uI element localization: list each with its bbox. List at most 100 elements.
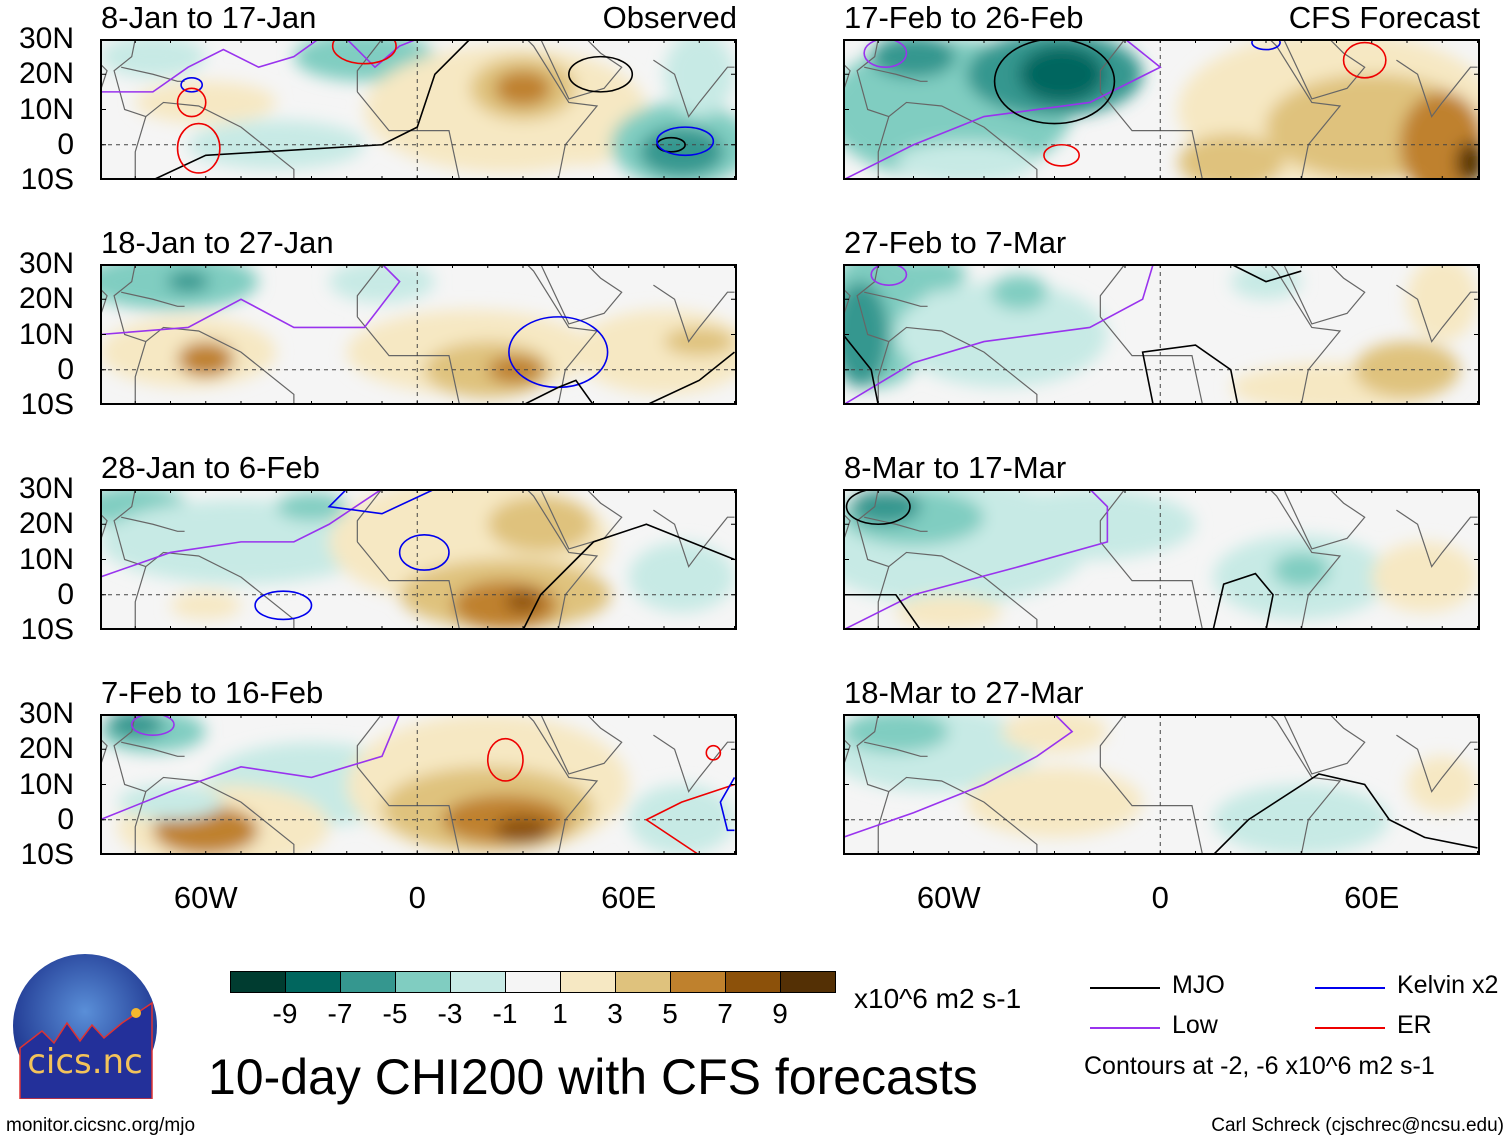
anomaly-region [107, 714, 164, 739]
legend-line-er [1315, 1027, 1385, 1029]
lat-tick-label: 30N [18, 22, 74, 55]
colorbar-swatch [285, 971, 341, 993]
coastline [540, 39, 623, 100]
contour-low [100, 714, 401, 821]
lat-tick-label: 30N [18, 697, 74, 730]
contour-er [176, 122, 221, 174]
lat-tick-label: 10S [20, 613, 74, 646]
anomaly-region [895, 141, 1037, 180]
colorbar-label: -9 [272, 998, 298, 1029]
contour-mjo [1230, 264, 1302, 283]
contour-mjo [522, 379, 595, 405]
anomaly-region [664, 327, 735, 356]
coastline [1396, 59, 1478, 118]
cics-logo: cics.nc [12, 953, 158, 1100]
lat-tick-label: 10N [18, 317, 74, 351]
colorbar-label: -1 [492, 998, 518, 1029]
anomaly-region [329, 264, 435, 303]
contour-mjo [843, 593, 922, 630]
coastline [864, 516, 928, 532]
anomaly-region [487, 496, 594, 553]
coastline [540, 714, 623, 775]
colorbar-swatch [670, 971, 726, 993]
anomaly-region [1273, 552, 1330, 588]
source-url: monitor.cicsnc.org/mjo [6, 1115, 196, 1136]
anomaly-region [117, 784, 224, 820]
contour-note: Contours at -2, -6 x10^6 m2 s-1 [1084, 1052, 1435, 1080]
coastline [1396, 734, 1478, 793]
panel-title: 7-Feb to 16-Feb [101, 675, 324, 710]
colorbar-label: -5 [382, 998, 408, 1029]
colorbar-swatch [780, 971, 836, 993]
colorbar-swatch [560, 971, 616, 993]
coastline [653, 734, 735, 793]
anomaly-region [177, 341, 234, 377]
legend-line-kelvin [1315, 987, 1385, 989]
lat-tick-label: 20N [18, 282, 74, 316]
panel-title: 18-Mar to 27-Mar [844, 675, 1084, 710]
lat-tick-label: 0 [57, 802, 74, 836]
anomaly-region [628, 784, 735, 855]
coastline [877, 101, 1038, 180]
map-panel [100, 489, 737, 630]
lon-tick-label: 0 [1151, 880, 1169, 915]
colorbar-swatch [615, 971, 671, 993]
contour-kelvin [1251, 39, 1281, 51]
coastline [1283, 714, 1366, 775]
lon-tick-label: 60W [916, 880, 981, 915]
coastline [1099, 714, 1342, 855]
panel-title: 27-Feb to 7-Mar [844, 225, 1067, 260]
colorbar-swatch [230, 971, 286, 993]
contour-er [1342, 41, 1387, 79]
coastline [877, 776, 1038, 855]
contour-low [130, 714, 175, 736]
contour-kelvin [327, 489, 436, 515]
contour-low [870, 264, 908, 286]
colorbar-swatch [340, 971, 396, 993]
map-panel [100, 39, 737, 180]
lat-tick-label: 10S [20, 388, 74, 421]
anomaly-region [991, 274, 1048, 310]
anomaly-region [1407, 756, 1478, 813]
lat-tick-label: 20N [18, 57, 74, 91]
map-panel [843, 714, 1480, 855]
contour-mjo [522, 523, 735, 630]
contour-er [1043, 143, 1080, 167]
contour-low [863, 39, 908, 68]
legend-label: ER [1397, 1011, 1432, 1039]
coastline [1099, 489, 1342, 630]
contour-kelvin [254, 590, 313, 621]
lat-tick-label: 10N [18, 542, 74, 576]
anomaly-region [895, 264, 967, 293]
contour-low [843, 39, 1162, 180]
colorbar-swatch [725, 971, 781, 993]
anomaly-region [276, 492, 347, 521]
coastline [877, 326, 1038, 405]
lat-tick-label: 10S [20, 163, 74, 196]
contour-mjo [993, 39, 1116, 125]
coastline [1396, 284, 1478, 343]
anomaly-region [1001, 714, 1108, 753]
contour-mjo [646, 351, 735, 405]
colorbar-swatch [395, 971, 451, 993]
author-credit: Carl Schreck (cjschrec@ncsu.edu) [1211, 1115, 1504, 1136]
panel-source-label: Observed [602, 0, 737, 35]
panel-title: 8-Jan to 17-Jan [101, 0, 317, 35]
anomaly-region [843, 281, 889, 388]
contour-er [705, 744, 722, 761]
coastline [1099, 39, 1342, 180]
contour-mjo [1212, 773, 1478, 855]
coastline [653, 59, 735, 118]
anomaly-region [895, 281, 1108, 388]
contour-kelvin [180, 76, 204, 93]
legend-label: Kelvin x2 [1397, 971, 1499, 999]
contour-kelvin [656, 126, 715, 157]
contour-low [843, 714, 1074, 839]
panel-title: 28-Jan to 6-Feb [101, 450, 320, 485]
anomaly-region [170, 591, 241, 620]
contour-kelvin [398, 534, 450, 571]
anomaly-region [850, 489, 921, 525]
contour-mjo [843, 334, 880, 405]
anomaly-region [1255, 816, 1312, 845]
anomaly-region [871, 39, 956, 78]
